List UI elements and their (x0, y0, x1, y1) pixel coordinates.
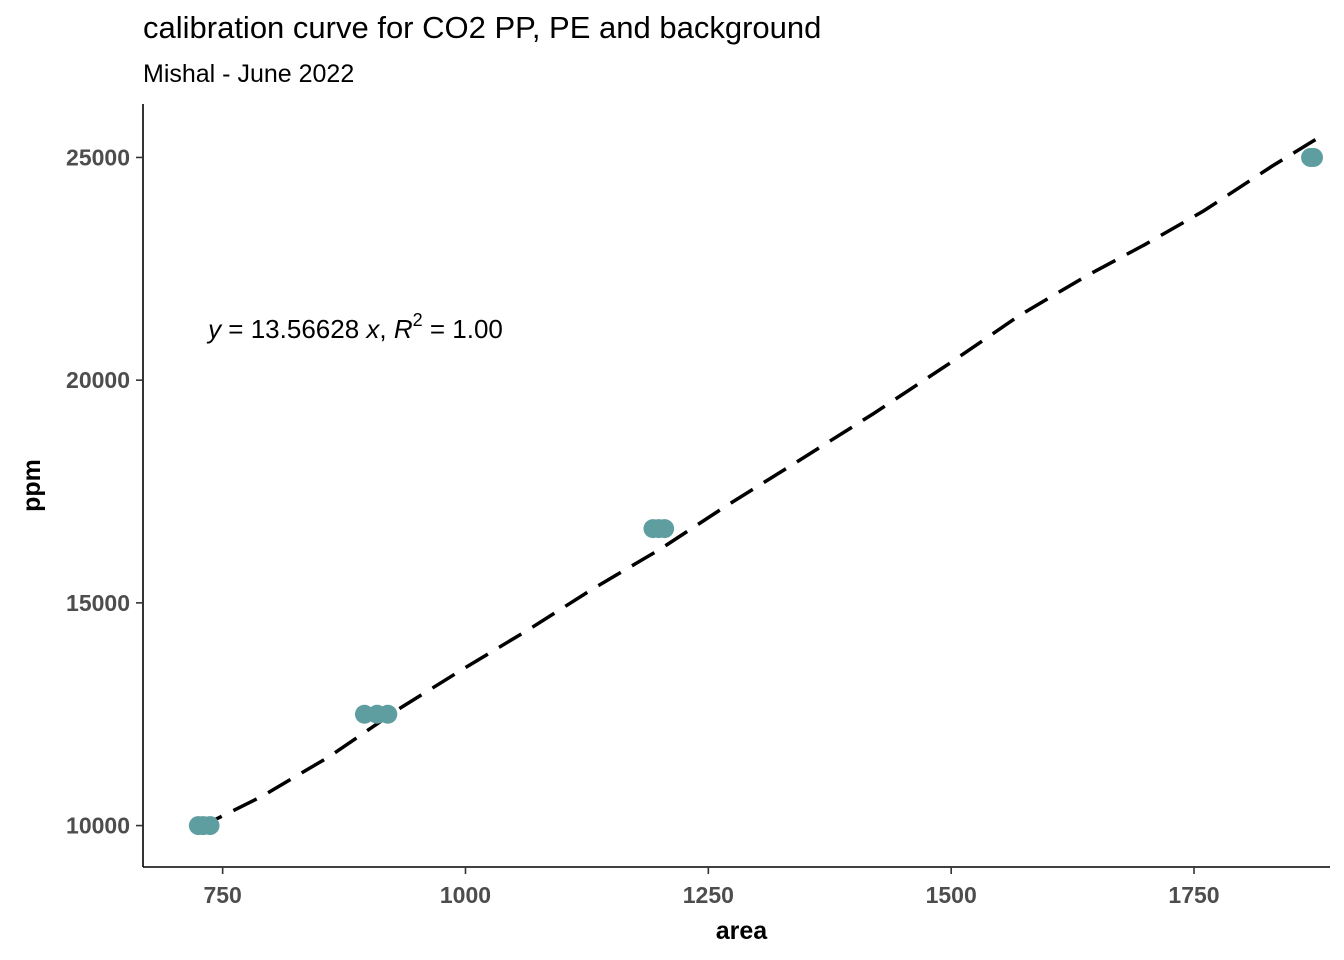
y-tick-label: 15000 (66, 590, 130, 616)
data-point (655, 519, 675, 539)
equation-x-var: x (364, 314, 380, 344)
equation-r-value: = 1.00 (423, 314, 503, 344)
equation-r-var: R (394, 314, 413, 344)
x-tick-label: 1000 (440, 882, 491, 908)
x-tick-label: 1750 (1168, 882, 1219, 908)
chart-subtitle: Mishal - June 2022 (143, 60, 355, 88)
points-layer (188, 147, 1323, 836)
y-ticks: 10000 15000 20000 25000 (66, 144, 143, 839)
x-axis-title: area (716, 917, 769, 945)
x-ticks: 750 1000 1250 1500 1750 (203, 867, 1220, 908)
y-tick-label: 10000 (66, 813, 130, 839)
data-point (1303, 147, 1323, 167)
x-tick-label: 1250 (683, 882, 734, 908)
equation-comma: , (379, 314, 393, 344)
equation-coefficient: = 13.56628 (221, 314, 366, 344)
fit-line-layer (197, 138, 1317, 830)
y-tick-label: 20000 (66, 367, 130, 393)
equation-y-var: y (206, 314, 223, 344)
x-tick-label: 750 (203, 882, 241, 908)
y-axis-title: ppm (18, 459, 46, 512)
x-tick-label: 1500 (926, 882, 977, 908)
fit-line (197, 138, 1317, 830)
chart-title: calibration curve for CO2 PP, PE and bac… (143, 10, 822, 45)
equation-r-superscript: 2 (413, 310, 423, 330)
regression-equation: y = 13.56628 x, R2 = 1.00 (206, 310, 503, 344)
data-point (378, 704, 398, 724)
y-tick-label: 25000 (66, 144, 130, 170)
data-point (200, 816, 220, 836)
